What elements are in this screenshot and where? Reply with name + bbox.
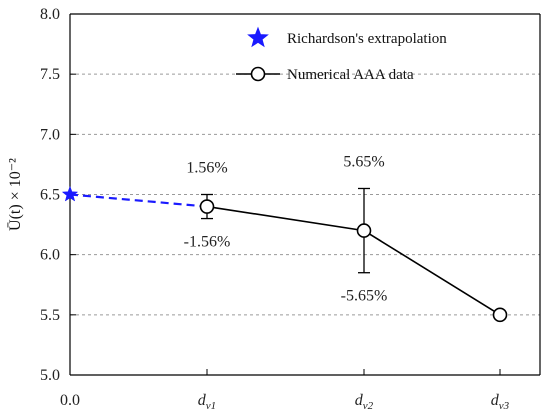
x-tick-subscript: v1 <box>206 400 216 412</box>
y-axis-label: Ū(t) × 10⁻² <box>7 158 24 231</box>
error-label-high: 5.65% <box>343 153 384 170</box>
extrapolation-connector-line <box>69 193 208 208</box>
legend-star-icon <box>247 26 269 48</box>
aaa-data-point <box>356 223 372 238</box>
x-tick-label: dv1 <box>198 392 216 412</box>
y-tick-label: 6.5 <box>40 187 60 204</box>
y-tick-label: 5.5 <box>40 307 60 324</box>
aaa-data-point <box>199 199 215 214</box>
x-tick-subscript: v2 <box>363 400 374 412</box>
error-label-low: -1.56% <box>184 234 231 251</box>
tick-labels: 5.0 5.5 6.0 6.5 7.0 7.5 8.0 0.0 dv1 dv2 dv3 <box>40 6 510 412</box>
legend: Richardson's extrapolation Numerical AAA … <box>236 26 447 83</box>
legend-label-aaa: Numerical AAA data <box>287 67 414 83</box>
x-tick-label: dv3 <box>491 392 510 412</box>
x-tick-subscript: v3 <box>499 400 510 412</box>
y-tick-label: 7.5 <box>40 66 60 83</box>
legend-label-richardson: Richardson's extrapolation <box>287 31 447 47</box>
gridlines <box>70 13 540 316</box>
y-tick-label: 5.0 <box>40 367 60 384</box>
y-tick-label: 8.0 <box>40 6 60 23</box>
richardson-star-point <box>61 185 79 202</box>
series: 1.56% -1.56% 5.65% -5.65% <box>61 153 508 323</box>
aaa-data-point <box>492 307 508 323</box>
error-label-high: 1.56% <box>186 160 227 177</box>
x-tick-label: dv2 <box>355 392 374 412</box>
y-tick-label: 7.0 <box>40 126 60 143</box>
x-tick-label: 0.0 <box>60 392 80 409</box>
y-tick-label: 6.0 <box>40 247 60 264</box>
error-label-low: -5.65% <box>341 288 388 305</box>
legend-circle-icon <box>250 66 266 82</box>
